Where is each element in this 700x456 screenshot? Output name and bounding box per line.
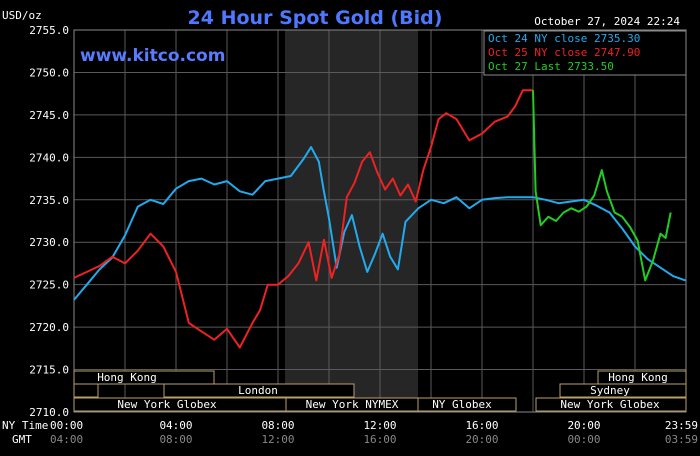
x-tick-label-ny: 16:00 [465, 419, 498, 432]
unit-label: USD/oz [2, 9, 42, 22]
session-ny-globex-mid: NY Globex [432, 398, 492, 411]
x-tick-label-ny: 00:00 [50, 419, 83, 432]
nymex-session-shade [285, 30, 418, 412]
timestamp: October 27, 2024 22:24 [534, 15, 680, 28]
legend-oct-27: Oct 27 Last 2733.50 [488, 60, 614, 73]
legend: Oct 24 NY close 2735.30 Oct 25 NY close … [484, 31, 686, 75]
x-tick-label-ny: 23:59 [665, 419, 698, 432]
y-tick-label: 2750.0 [29, 66, 69, 79]
session-hong-kong-left: Hong Kong [97, 371, 157, 384]
y-tick-label: 2735.0 [29, 194, 69, 207]
x-tick-label-gmt: 03:59 [665, 433, 698, 446]
y-tick-label: 2740.0 [29, 151, 69, 164]
watermark: www.kitco.com [80, 46, 225, 66]
session-ny-globex-right: New York Globex [560, 398, 660, 411]
x-tick-label-gmt: 04:00 [50, 433, 83, 446]
x-tick-label-ny: 12:00 [363, 419, 396, 432]
y-tick-label: 2755.0 [29, 24, 69, 37]
x-tick-label-gmt: 12:00 [261, 433, 294, 446]
session-sydney: Sydney [590, 384, 630, 397]
chart-title: 24 Hour Spot Gold (Bid) [188, 7, 443, 29]
x-tick-label-ny: 08:00 [261, 419, 294, 432]
y-tick-label: 2720.0 [29, 321, 69, 334]
x-tick-label-gmt: 16:00 [363, 433, 396, 446]
session-london: London [238, 384, 278, 397]
session-ny-globex-left: New York Globex [117, 398, 217, 411]
x-tick-label-gmt: 00:00 [567, 433, 600, 446]
y-tick-label: 2710.0 [29, 406, 69, 419]
x-tick-label-gmt: 20:00 [465, 433, 498, 446]
x-row-label-ny: NY Time [2, 419, 48, 432]
y-tick-label: 2730.0 [29, 236, 69, 249]
y-tick-label: 2725.0 [29, 279, 69, 292]
x-tick-label-ny: 20:00 [567, 419, 600, 432]
session-ny-nymex: New York NYMEX [306, 398, 399, 411]
x-row-label-gmt: GMT [12, 433, 32, 446]
y-tick-label: 2745.0 [29, 109, 69, 122]
session-box-hk-tail [74, 384, 98, 397]
y-tick-label: 2715.0 [29, 364, 69, 377]
legend-oct-25: Oct 25 NY close 2747.90 [488, 46, 640, 59]
x-tick-label-gmt: 08:00 [159, 433, 192, 446]
x-tick-label-ny: 04:00 [159, 419, 192, 432]
legend-oct-24: Oct 24 NY close 2735.30 [488, 32, 640, 45]
session-hong-kong-right: Hong Kong [608, 371, 668, 384]
